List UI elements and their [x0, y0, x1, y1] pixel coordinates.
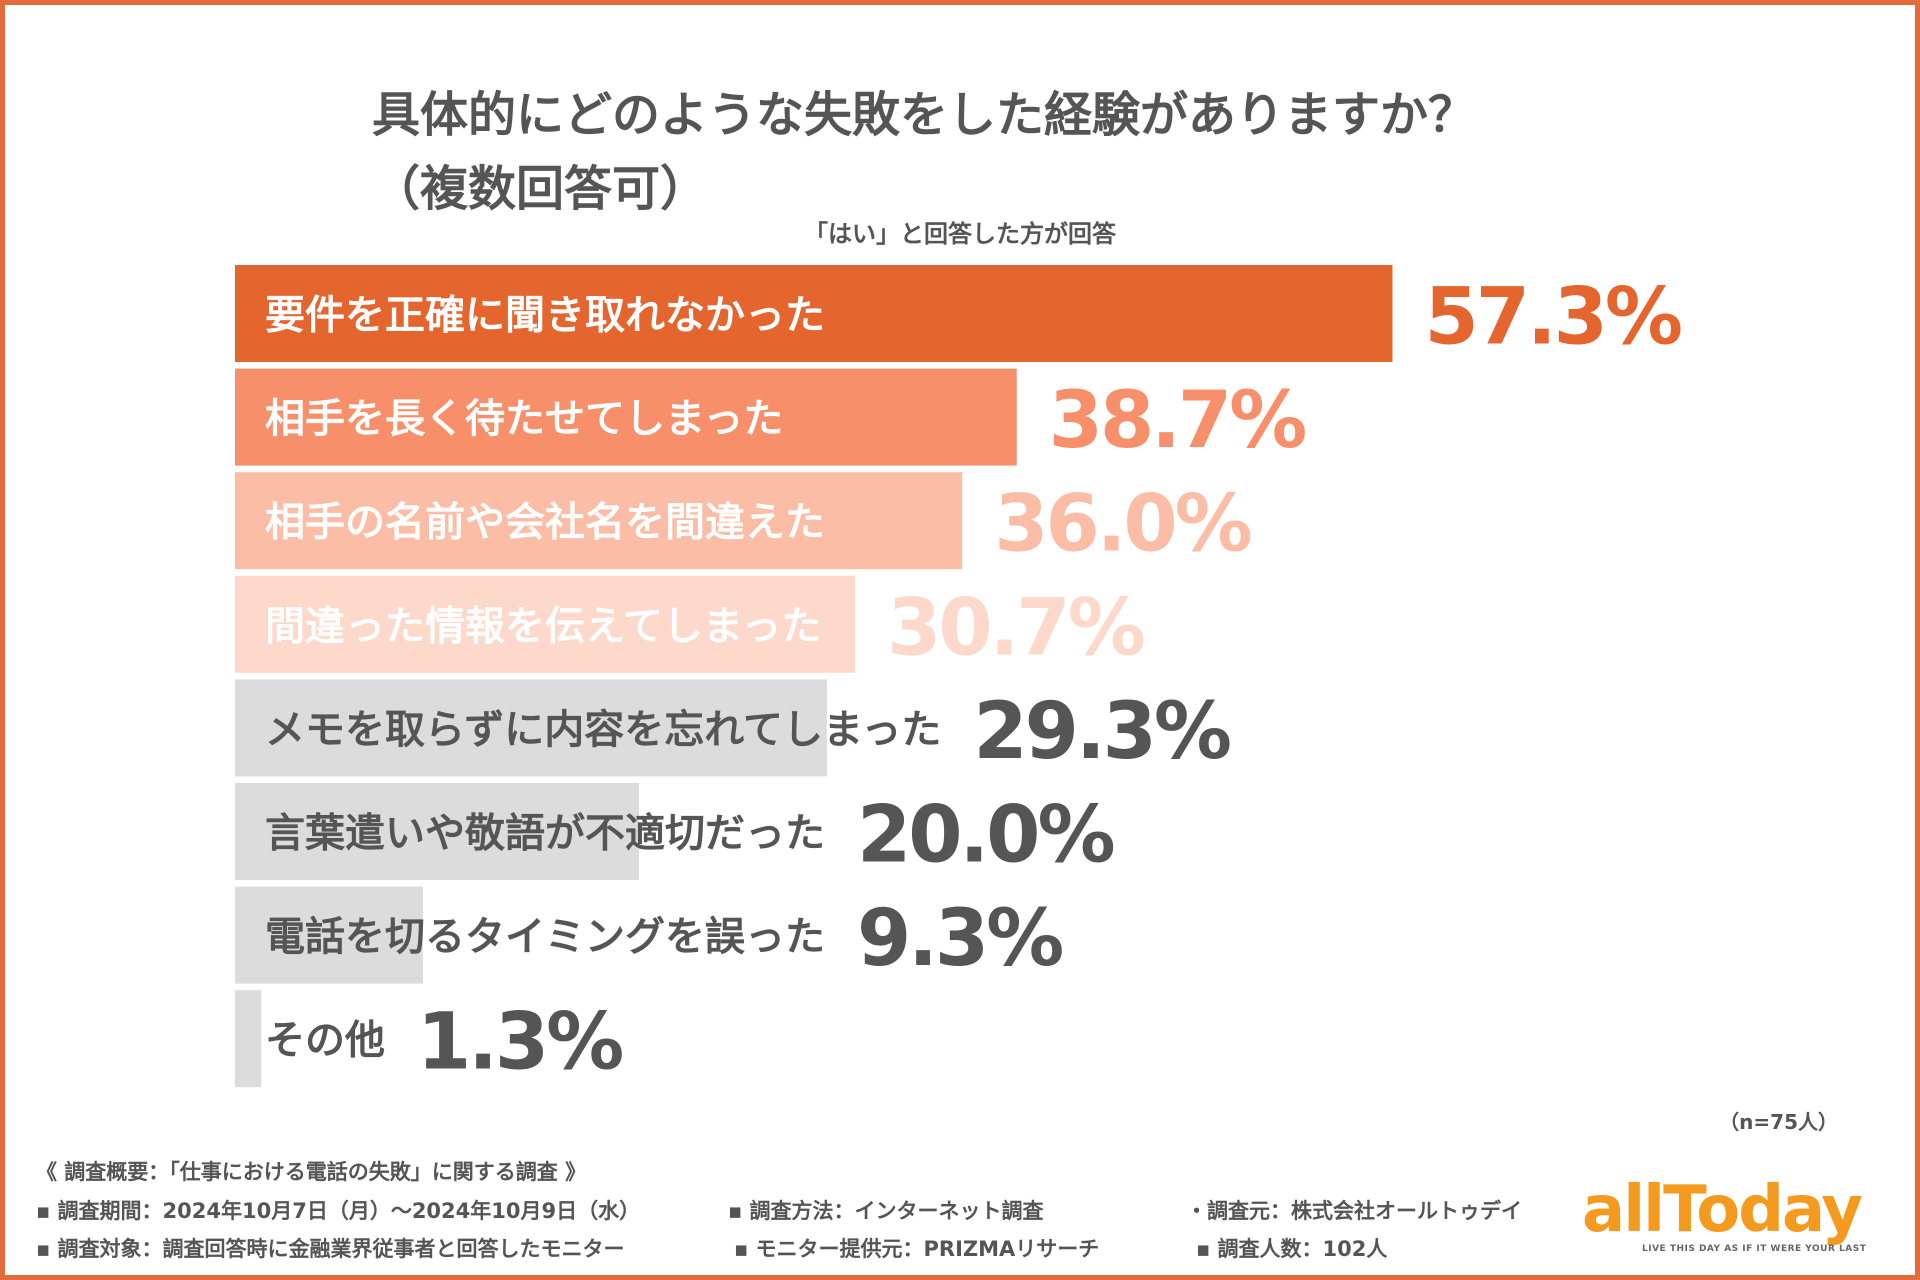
chart-title-line2: （複数回答可）	[372, 161, 709, 217]
bar-4	[235, 575, 856, 673]
chart-title-line1: 具体的にどのような失敗をした経験がありますか？	[372, 87, 1477, 143]
bar-label-8: その他	[265, 1018, 385, 1064]
bar-1	[235, 265, 1393, 362]
bar-value-2: 38.7%	[1049, 376, 1305, 466]
bar-3	[235, 472, 963, 570]
bar-label-1: 要件を正確に聞き取れなかった	[265, 293, 825, 339]
bar-value-6: 20.0%	[857, 791, 1113, 881]
alltoday-logo: allToday LIVE THIS DAY AS IF IT WERE YOU…	[1582, 1178, 1892, 1262]
bar-value-4: 30.7%	[887, 583, 1143, 673]
bar-2	[235, 368, 1017, 466]
survey-target: ▪ 調査対象：調査回答時に金融業界従事者と回答したモニター	[36, 1237, 625, 1261]
bar-label-6: 言葉遣いや敬語が不適切だった	[265, 811, 825, 857]
chart-subtitle: 「はい」と回答した方が回答	[804, 220, 1116, 248]
survey-title: 《 調査概要：「仕事における電話の失敗」に関する調査 》	[36, 1160, 587, 1184]
bar-5	[235, 679, 827, 777]
bar-7	[235, 886, 423, 984]
survey-organizer: ・調査元：株式会社オールトゥデイ	[1186, 1199, 1522, 1223]
survey-respondents: ▪ 調査人数：102人	[1196, 1237, 1388, 1261]
survey-method: ▪ 調査方法：インターネット調査	[728, 1199, 1044, 1223]
survey-period: ▪ 調査期間：2024年10月7日（月）〜2024年10月9日（水）	[36, 1199, 641, 1223]
logo-tagline: LIVE THIS DAY AS IF IT WERE YOUR LAST	[1642, 1244, 1867, 1254]
bar-value-5: 29.3%	[973, 687, 1229, 777]
bar-value-7: 9.3%	[857, 894, 1062, 984]
bar-label-3: 相手の名前や会社名を間違えた	[265, 500, 825, 546]
sample-size-label: （n=75人）	[1719, 1110, 1838, 1134]
logo-wordmark: allToday	[1582, 1173, 1863, 1247]
bar-value-3: 36.0%	[994, 480, 1250, 570]
chart-title: 具体的にどのような失敗をした経験がありますか？ （複数回答可）	[372, 78, 1476, 226]
bar-8	[235, 990, 262, 1088]
bar-label-2: 相手を長く待たせてしまった	[265, 396, 783, 442]
bar-6	[235, 783, 639, 880]
bar-value-8: 1.3%	[417, 998, 622, 1088]
bar-label-7: 電話を切るタイミングを誤った	[265, 914, 825, 960]
bar-value-1: 57.3%	[1424, 273, 1680, 363]
bar-label-5: メモを取らずに内容を忘れてしまった	[265, 707, 941, 753]
bar-label-4: 間違った情報を伝えてしまった	[265, 603, 821, 649]
survey-provider: ▪ モニター提供元：PRIZMAリサーチ	[734, 1237, 1100, 1261]
